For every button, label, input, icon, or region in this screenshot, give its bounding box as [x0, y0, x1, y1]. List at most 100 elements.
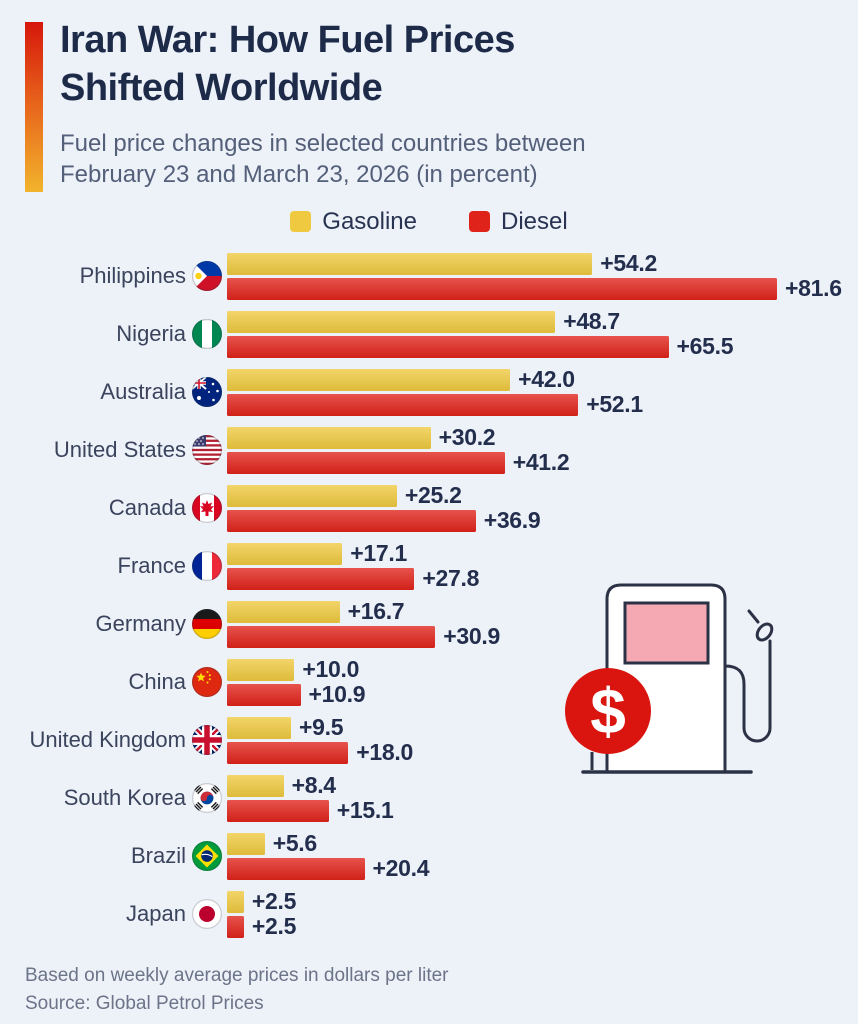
diesel-bar: [227, 625, 436, 648]
diesel-bar: [227, 509, 476, 532]
diesel-bar: [227, 277, 777, 300]
flag-united-kingdom-icon: [192, 725, 222, 756]
value-label: +48.7: [563, 308, 620, 335]
gasoline-bar: [227, 368, 511, 391]
country-cell: Brazil: [0, 841, 222, 872]
value-label: +2.5: [251, 888, 297, 915]
value-label: +8.4: [291, 772, 337, 799]
country-cell: Canada: [0, 493, 222, 524]
page-title: Iran War: How Fuel Prices Shifted Worldw…: [60, 16, 833, 113]
gasoline-bar: [227, 426, 431, 449]
flag-germany-icon: [192, 609, 222, 640]
country-label: Japan: [126, 901, 186, 927]
bar-line: +25.2: [227, 482, 540, 509]
accent-gradient-bar: [25, 22, 43, 192]
bar-line: +15.1: [227, 797, 394, 824]
chart-row: China +10.0 +10.9: [0, 656, 858, 708]
chart-row: Australia +42.0 +52.1: [0, 366, 858, 417]
bar-group: +25.2 +36.9: [227, 482, 541, 533]
value-label: +30.9: [443, 623, 500, 650]
country-cell: United Kingdom: [0, 725, 222, 756]
gasoline-bar: [227, 832, 265, 855]
value-label: +10.9: [308, 681, 366, 708]
country-label: Australia: [100, 379, 186, 405]
value-label: +41.2: [512, 449, 570, 476]
bar-line: +10.0: [227, 656, 365, 682]
value-label: +9.5: [299, 714, 344, 741]
country-label: Brazil: [130, 843, 186, 869]
value-label: +42.0: [518, 366, 575, 393]
country-label: Philippines: [79, 263, 186, 289]
country-label: Nigeria: [116, 321, 186, 347]
chart-rows: Philippines +54.2 +81.6 Nigeria +48.7 +65.5 Au…: [0, 250, 858, 940]
gasoline-bar: [227, 542, 343, 565]
flag-france-icon: [192, 551, 222, 582]
page-subtitle-line1: Fuel price changes in selected countries…: [60, 129, 586, 157]
fuel-pump-illustration: $: [565, 583, 774, 774]
diesel-bar: [227, 451, 505, 474]
footer-note: Based on weekly average prices in dollar…: [25, 965, 449, 986]
diesel-bar: [227, 799, 329, 822]
gasoline-bar: [227, 658, 295, 681]
flag-nigeria-icon: [192, 319, 222, 350]
value-label: +81.6: [785, 275, 842, 302]
country-cell: Philippines: [0, 261, 222, 292]
bar-group: +2.5 +2.5: [227, 888, 297, 940]
diesel-bar: [227, 567, 415, 590]
footer-source: Source: Global Petrol Prices: [25, 993, 264, 1014]
pump-hose: [723, 639, 772, 743]
chart-row: France +17.1 +27.8: [0, 540, 858, 592]
country-label: China: [128, 669, 186, 695]
country-cell: Japan: [0, 899, 222, 930]
value-label: +2.5: [251, 913, 297, 940]
flag-philippines-icon: [192, 261, 222, 292]
bar-group: +5.6 +20.4: [227, 830, 430, 881]
chart-row: South Korea +8.4 +15.1: [0, 772, 858, 824]
country-cell: Germany: [0, 609, 222, 640]
value-label: +15.1: [336, 797, 394, 824]
diesel-bar: [227, 915, 244, 938]
bar-line: +48.7: [227, 308, 733, 335]
value-label: +25.2: [404, 482, 462, 509]
page-title-line1: Iran War: How Fuel Prices: [60, 19, 515, 61]
diesel-bar: [227, 393, 579, 416]
country-label: South Korea: [63, 785, 186, 811]
country-cell: Nigeria: [0, 319, 222, 350]
gasoline-bar: [227, 310, 556, 333]
value-label: +27.8: [422, 565, 480, 592]
bar-line: +54.2: [227, 250, 842, 277]
flag-australia-icon: [192, 377, 222, 408]
chart-row: Brazil +5.6 +20.4: [0, 830, 858, 881]
bar-line: +27.8: [227, 565, 480, 592]
value-label: +5.6: [272, 830, 318, 857]
legend-label-gasoline: Gasoline: [322, 207, 418, 235]
bar-line: +41.2: [227, 449, 570, 476]
chart-row: United States +30.2 +41.2: [0, 424, 858, 476]
bar-line: +42.0: [227, 366, 643, 393]
value-label: +30.2: [438, 424, 496, 451]
footer: Based on weekly average prices in dollar…: [25, 962, 449, 1018]
bar-group: +17.1 +27.8: [227, 540, 480, 592]
flag-china-icon: [192, 667, 222, 698]
bar-line: +30.2: [227, 424, 569, 451]
page-subtitle-line2: February 23 and March 23, 2026 (in perce…: [60, 160, 538, 188]
pump-screen: [623, 601, 710, 665]
flag-japan-icon: [192, 899, 222, 930]
country-cell: France: [0, 551, 222, 582]
page-title-line2: Shifted Worldwide: [60, 67, 383, 110]
value-label: +54.2: [600, 250, 657, 277]
value-label: +65.5: [676, 333, 734, 360]
chart-row: Philippines +54.2 +81.6: [0, 250, 858, 302]
diesel-bar: [227, 683, 301, 706]
gasoline-bar: [227, 484, 397, 507]
legend-item-diesel: Diesel: [469, 208, 568, 236]
gasoline-bar: [227, 252, 593, 275]
bar-line: +9.5: [227, 714, 413, 741]
country-label: France: [117, 553, 186, 579]
flag-south-korea-icon: [192, 783, 222, 814]
chart-row: Canada +25.2 +36.9: [0, 482, 858, 533]
diesel-bar: [227, 857, 365, 880]
gasoline-swatch-icon: [290, 211, 312, 233]
bar-line: +65.5: [227, 333, 734, 360]
bar-group: +30.2 +41.2: [227, 424, 570, 476]
